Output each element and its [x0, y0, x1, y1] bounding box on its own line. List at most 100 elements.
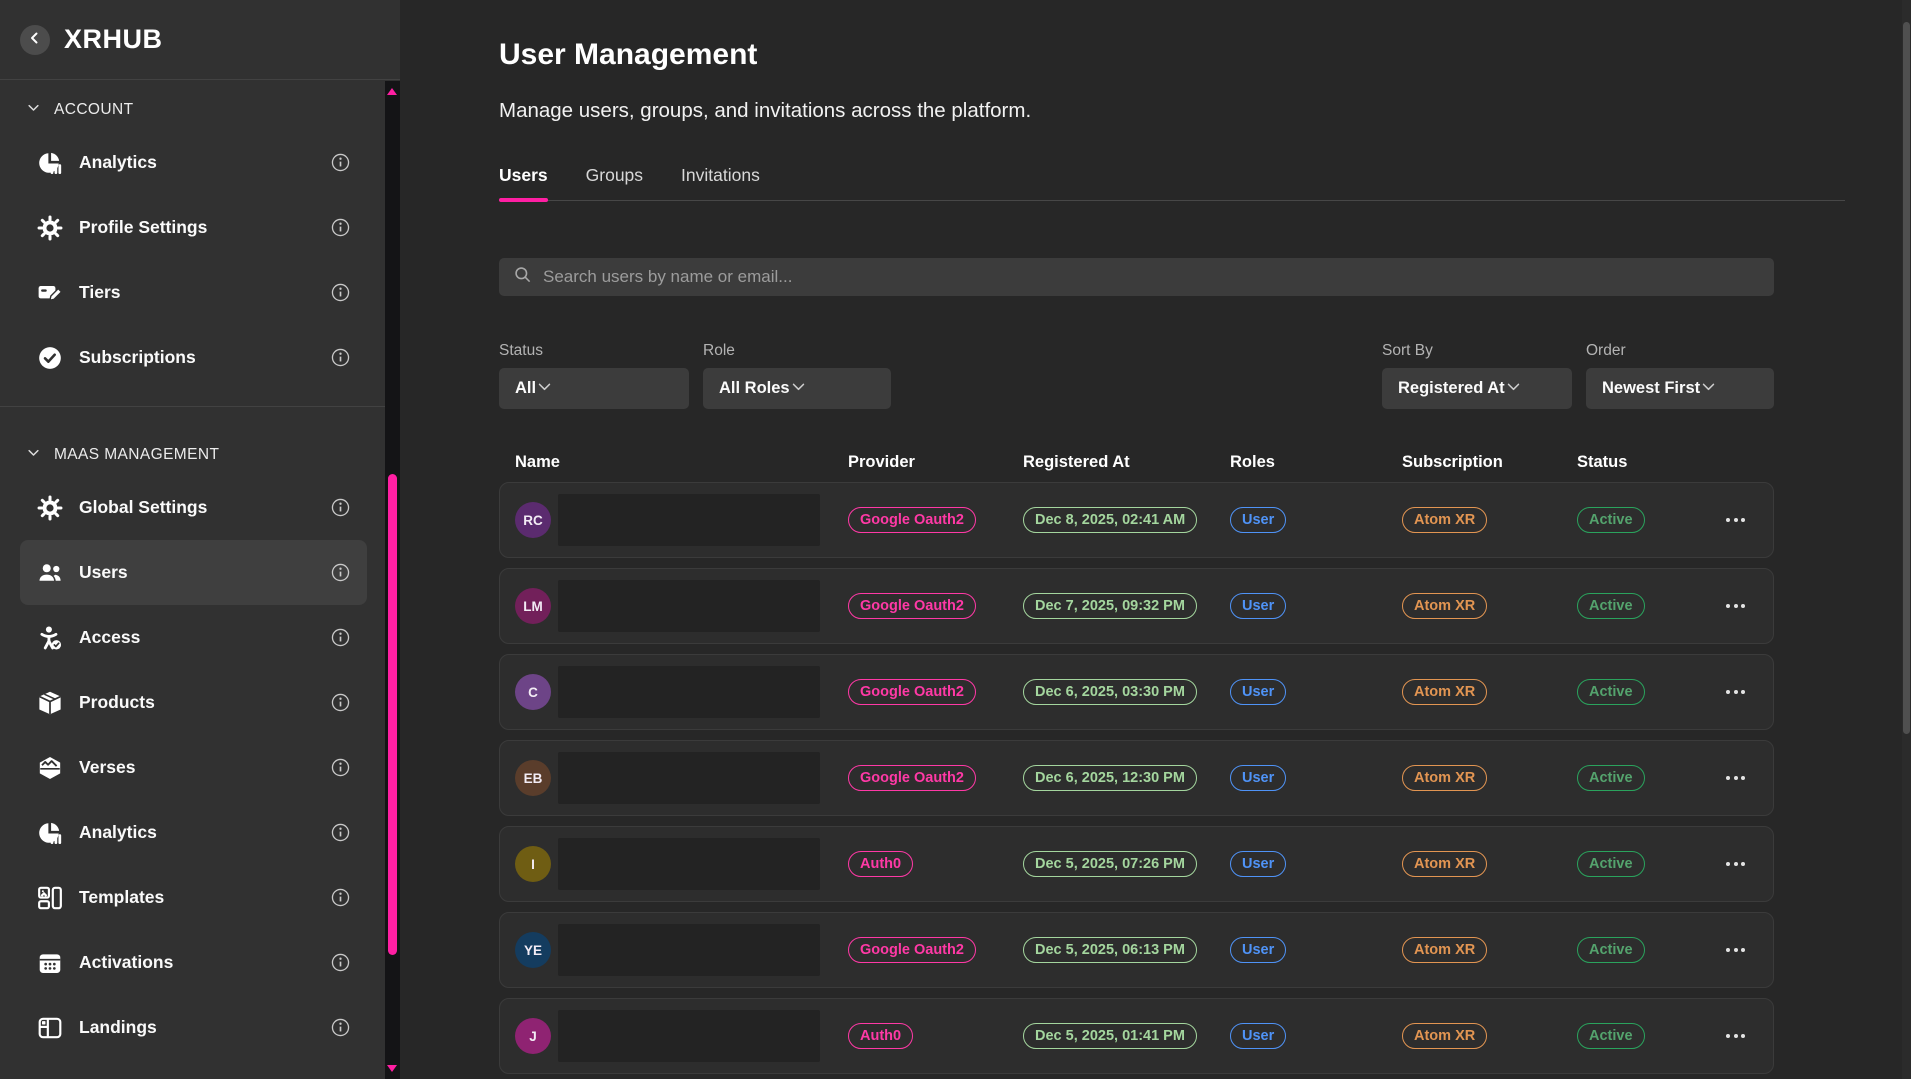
scroll-down-arrow[interactable] [387, 1065, 397, 1072]
registered-at-badge: Dec 7, 2025, 09:32 PM [1023, 593, 1197, 619]
sort-by-filter: Sort By Registered At [1382, 342, 1572, 409]
select-value: All Roles [719, 379, 790, 397]
sidebar-item-users[interactable]: Users [20, 540, 367, 605]
table-row: EB Google Oauth2 Dec 6, 2025, 12:30 PM U… [499, 740, 1774, 816]
section-header-account[interactable]: ACCOUNT [0, 80, 385, 130]
box-icon [36, 689, 63, 716]
role-badge: User [1230, 851, 1287, 877]
row-actions-button[interactable] [1722, 856, 1749, 872]
row-actions-button[interactable] [1722, 1028, 1749, 1044]
users-table: Name Provider Registered At Roles Subscr… [499, 453, 1774, 1074]
row-actions-button[interactable] [1722, 598, 1749, 614]
pie-chart-icon [36, 149, 63, 176]
column-header-provider: Provider [848, 453, 915, 471]
sort-by-select[interactable]: Registered At [1382, 368, 1572, 409]
avatar: J [515, 1018, 551, 1054]
subscription-badge: Atom XR [1402, 765, 1488, 791]
table-row: J Auth0 Dec 5, 2025, 01:41 PM User Atom … [499, 998, 1774, 1074]
sidebar-scrollbar-thumb[interactable] [388, 474, 397, 955]
column-header-subscription: Subscription [1402, 453, 1503, 471]
sidebar-item-global-settings[interactable]: Global Settings [20, 475, 367, 540]
role-badge: User [1230, 679, 1287, 705]
row-actions-button[interactable] [1722, 684, 1749, 700]
sidebar-item-subscriptions[interactable]: Subscriptions [20, 325, 367, 390]
status-badge: Active [1577, 1023, 1645, 1049]
role-select[interactable]: All Roles [703, 368, 891, 409]
info-icon[interactable] [330, 217, 351, 238]
subscription-badge: Atom XR [1402, 593, 1488, 619]
select-value: Registered At [1398, 379, 1505, 397]
sidebar-item-analytics[interactable]: Analytics [20, 130, 367, 195]
section-header-maas-management[interactable]: MAAS MANAGEMENT [0, 407, 385, 475]
pie-chart-icon [36, 819, 63, 846]
info-icon[interactable] [330, 757, 351, 778]
sidebar-item-profile-settings[interactable]: Profile Settings [20, 195, 367, 260]
info-icon[interactable] [330, 887, 351, 908]
sidebar-item-label: Subscriptions [79, 347, 196, 367]
info-icon[interactable] [330, 152, 351, 173]
info-icon[interactable] [330, 497, 351, 518]
table-row: LM Google Oauth2 Dec 7, 2025, 09:32 PM U… [499, 568, 1774, 644]
status-select[interactable]: All [499, 368, 689, 409]
info-icon[interactable] [330, 822, 351, 843]
section-label: ACCOUNT [54, 101, 134, 118]
sidebar-item-templates[interactable]: Templates [20, 865, 367, 930]
subscription-badge: Atom XR [1402, 507, 1488, 533]
order-select[interactable]: Newest First [1586, 368, 1774, 409]
row-actions-button[interactable] [1722, 942, 1749, 958]
sidebar-item-verses[interactable]: Verses [20, 735, 367, 800]
page-scrollbar-thumb[interactable] [1903, 22, 1910, 734]
sidebar-item-access[interactable]: Access [20, 605, 367, 670]
row-actions-button[interactable] [1722, 770, 1749, 786]
collapse-sidebar-button[interactable] [20, 24, 50, 55]
sidebar-item-label: Tiers [79, 282, 121, 302]
info-icon[interactable] [330, 282, 351, 303]
info-icon[interactable] [330, 692, 351, 713]
scroll-up-arrow[interactable] [387, 88, 397, 95]
sidebar-nav: ACCOUNT Analytics Profile Settings [0, 80, 400, 1060]
info-icon[interactable] [330, 627, 351, 648]
sidebar-item-analytics-2[interactable]: Analytics [20, 800, 367, 865]
filter-label: Role [703, 342, 735, 359]
status-badge: Active [1577, 679, 1645, 705]
avatar: LM [515, 588, 551, 624]
provider-badge: Google Oauth2 [848, 937, 976, 963]
row-actions-button[interactable] [1722, 512, 1749, 528]
tab-invitations[interactable]: Invitations [681, 165, 760, 185]
main-content: User Management Manage users, groups, an… [400, 0, 1911, 1079]
status-badge: Active [1577, 765, 1645, 791]
avatar: RC [515, 502, 551, 538]
sidebar-item-activations[interactable]: Activations [20, 930, 367, 995]
registered-at-badge: Dec 6, 2025, 03:30 PM [1023, 679, 1197, 705]
sidebar-brand-row: XRHUB [0, 0, 400, 80]
column-header-roles: Roles [1230, 453, 1275, 471]
info-icon[interactable] [330, 347, 351, 368]
table-row: I Auth0 Dec 5, 2025, 07:26 PM User Atom … [499, 826, 1774, 902]
search-input[interactable] [543, 267, 1760, 287]
tab-groups[interactable]: Groups [585, 165, 644, 185]
users-icon [36, 559, 63, 586]
info-icon[interactable] [330, 1017, 351, 1038]
info-icon[interactable] [330, 952, 351, 973]
role-badge: User [1230, 507, 1287, 533]
status-badge: Active [1577, 937, 1645, 963]
table-row: YE Google Oauth2 Dec 5, 2025, 06:13 PM U… [499, 912, 1774, 988]
tab-bar: Users Groups Invitations [499, 165, 1774, 202]
info-icon[interactable] [330, 562, 351, 583]
role-badge: User [1230, 765, 1287, 791]
redacted-name [558, 752, 820, 804]
status-filter: Status All [499, 342, 689, 409]
search-icon [513, 265, 532, 289]
chevron-down-icon [1505, 378, 1522, 400]
sidebar-item-landings[interactable]: Landings [20, 995, 367, 1060]
sidebar-item-products[interactable]: Products [20, 670, 367, 735]
filter-label: Sort By [1382, 342, 1433, 359]
check-circle-icon [36, 344, 63, 371]
provider-badge: Auth0 [848, 1023, 914, 1049]
tab-users[interactable]: Users [499, 165, 548, 202]
redacted-name [558, 666, 820, 718]
cube-image-icon [36, 754, 63, 781]
sidebar-item-tiers[interactable]: Tiers [20, 260, 367, 325]
chevron-down-icon [1700, 378, 1717, 400]
provider-badge: Google Oauth2 [848, 507, 976, 533]
